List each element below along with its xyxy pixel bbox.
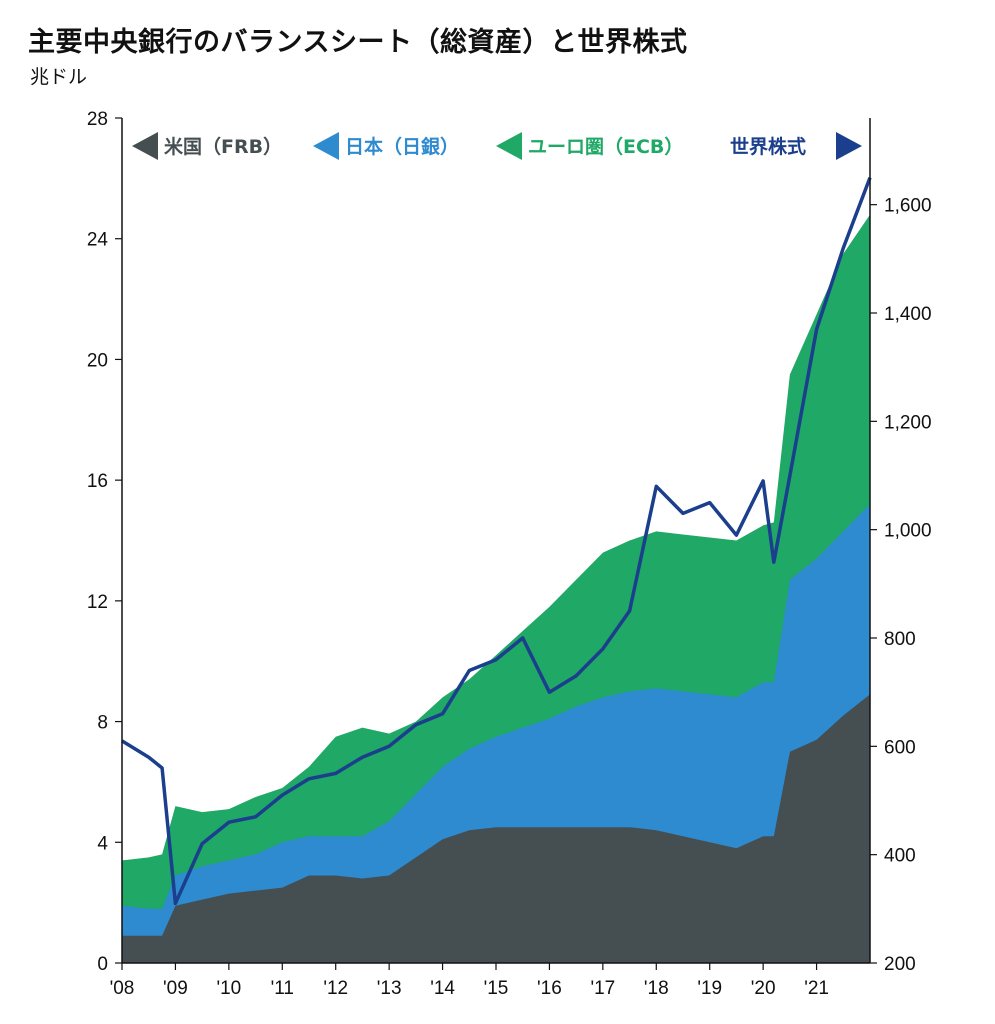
legend-arrow-left-icon [496, 132, 522, 160]
line-series-equity [121, 176, 872, 906]
legend-arrow-left-icon [313, 132, 339, 160]
x-tick-label: '10 [216, 978, 241, 999]
legend-label: 米国（FRB） [164, 135, 282, 158]
legend-label: ユーロ圏（ECB） [528, 135, 683, 158]
right-tick-label: 200 [884, 954, 916, 975]
chart-title: 主要中央銀行のバランスシート（総資産）と世界株式 [28, 27, 688, 58]
left-tick-label: 24 [87, 230, 109, 251]
legend-arrow-right-icon [836, 132, 862, 160]
left-tick-label: 28 [87, 109, 108, 130]
left-tick-label: 0 [97, 954, 108, 975]
x-tick-label: '19 [697, 978, 722, 999]
right-tick-label: 1,000 [884, 521, 932, 542]
x-tick-label: '20 [751, 978, 776, 999]
x-tick-label: '15 [484, 978, 509, 999]
x-tick-label: '09 [163, 978, 188, 999]
left-tick-label: 20 [87, 350, 108, 371]
right-tick-label: 400 [884, 846, 916, 867]
x-tick-label: '08 [110, 978, 135, 999]
legend-label: 世界株式 [730, 135, 806, 158]
right-tick-label: 1,200 [884, 412, 932, 433]
right-tick-label: 600 [884, 737, 916, 758]
right-tick-label: 1,400 [884, 304, 932, 325]
x-tick-label: '11 [271, 978, 294, 999]
x-tick-label: '17 [590, 978, 615, 999]
x-tick-label: '16 [537, 978, 562, 999]
x-tick-label: '12 [323, 978, 348, 999]
x-tick-label: '13 [377, 978, 402, 999]
area-series-frb [122, 694, 870, 963]
left-tick-label: 4 [97, 833, 108, 854]
x-tick-label: '21 [804, 978, 829, 999]
legend-label: 日本（日銀） [345, 135, 459, 158]
left-tick-label: 8 [97, 713, 108, 734]
legend-arrow-left-icon [132, 132, 158, 160]
left-axis-unit: 兆ドル [30, 66, 88, 88]
left-tick-label: 12 [87, 592, 108, 613]
x-tick-label: '14 [430, 978, 455, 999]
right-tick-label: 800 [884, 629, 916, 650]
right-tick-label: 1,600 [884, 196, 932, 217]
left-tick-label: 16 [87, 471, 108, 492]
x-tick-label: '18 [644, 978, 669, 999]
